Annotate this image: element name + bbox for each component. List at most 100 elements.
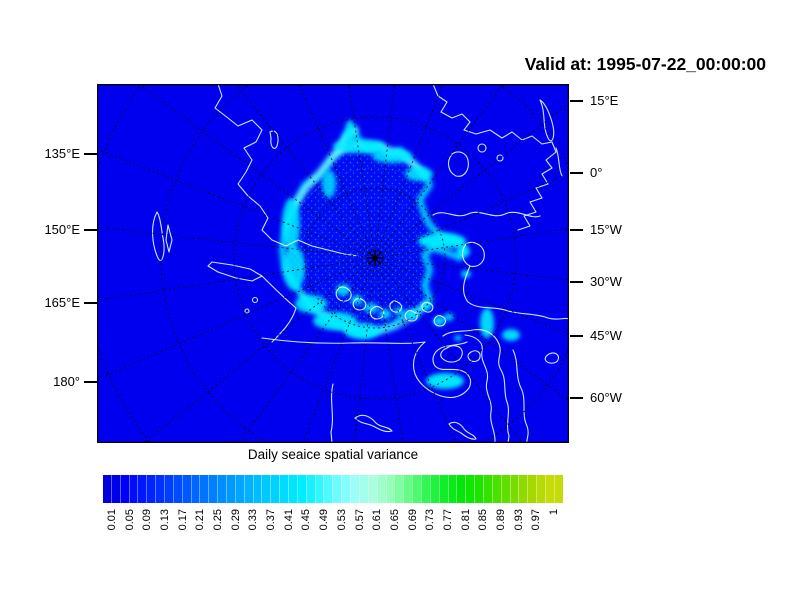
right-tick-60W [570,397,583,399]
colorbar-tick-label: 0.13 [158,509,171,531]
colorbar-tick-label: 0.97 [530,509,543,531]
right-axis-label-60W: 60°W [590,390,622,405]
colorbar-segment [208,475,218,503]
colorbar-segment [447,475,457,503]
colorbar-segment [456,475,466,503]
colorbar [103,475,563,503]
left-tick-180 [84,381,97,383]
colorbar-segment [420,475,430,503]
pole-marker [367,250,383,266]
colorbar-tick-label: 0.77 [442,509,454,531]
colorbar-segment [110,475,120,503]
right-axis-label-15W: 15°W [590,222,622,237]
colorbar-segment [270,475,280,503]
colorbar-segment [155,475,165,503]
colorbar-segment [412,475,421,503]
colorbar-segment [500,475,510,503]
right-tick-0 [570,172,583,174]
colorbar-segment [438,475,448,503]
colorbar-segment [509,475,519,503]
colorbar-segment [350,475,359,503]
right-tick-15E [570,100,583,102]
left-axis-label-180: 180° [53,374,80,389]
polar-map [97,84,569,443]
colorbar-segment [137,475,147,503]
colorbar-tick-label: 0.61 [371,509,384,531]
right-axis-label-15E: 15°E [590,93,619,108]
map-canvas [97,84,569,443]
colorbar-segment [323,475,333,503]
colorbar-tick-label: 0.33 [247,509,260,531]
colorbar-tick-label: 0.73 [424,509,437,531]
colorbar-segment [128,475,138,503]
colorbar-tick-label: 0.49 [318,509,331,531]
graticule [97,84,569,443]
colorbar-tick-label: 0.29 [229,509,242,531]
right-tick-45W [570,335,583,337]
colorbar-segment [376,475,386,503]
right-tick-30W [570,281,583,283]
colorbar-segment [217,475,227,503]
colorbar-segment [119,475,129,503]
colorbar-segment [172,475,182,503]
left-axis-label-135E: 135°E [44,146,80,161]
colorbar-tick-label: 0.37 [265,509,278,531]
right-axis-label-30W: 30°W [590,274,622,289]
colorbar-segment [279,475,289,503]
colorbar-segment [181,475,191,503]
colorbar-tick-label: 0.01 [105,509,118,531]
colorbar-segment [332,475,342,503]
colorbar-tick-label: 0.93 [512,509,525,531]
colorbar-tick-label: 0.53 [335,509,348,531]
colorbar-tick-label: 0.05 [123,509,136,531]
colorbar-segment [394,475,404,503]
map-frame [97,84,569,443]
colorbar-segment [146,475,156,503]
colorbar-segment [527,475,537,503]
colorbar-tick-label: 0.85 [477,509,490,531]
colorbar-segment [314,475,324,503]
colorbar-segment [385,475,395,503]
left-axis-label-150E: 150°E [44,222,80,237]
colorbar-segment [429,475,439,503]
colorbar-tick-label: 0.09 [141,509,154,531]
colorbar-tick-label: 1 [548,509,561,516]
ice-patches [282,120,520,389]
colorbar-segment [305,475,315,503]
colorbar-segment [234,475,244,503]
colorbar-segment [252,475,262,503]
colorbar-segment [482,475,492,503]
colorbar-segment [474,475,483,503]
left-axis-label-165E: 165°E [44,295,80,310]
colorbar-segment [465,475,475,503]
colorbar-tick-label: 0.41 [282,509,295,531]
colorbar-tick-label: 0.69 [406,509,419,531]
figure-title: Valid at: 1995-07-22_00:00:00 [524,54,766,74]
colorbar-segment [199,475,209,503]
colorbar-segment [226,475,235,503]
coastlines [152,84,569,443]
colorbar-tick-label: 0.45 [300,509,313,531]
colorbar-tick-label: 0.17 [176,509,189,531]
colorbar-segment [536,475,545,503]
colorbar-segment [553,475,563,503]
colorbar-segment [261,475,271,503]
right-axis-label-45W: 45°W [590,328,622,343]
colorbar-segment [491,475,501,503]
colorbar-segment [103,475,111,503]
colorbar-segment [190,475,200,503]
colorbar-segment [164,475,173,503]
colorbar-segment [367,475,377,503]
left-tick-165E [84,302,97,304]
right-tick-15W [570,229,583,231]
colorbar-caption: Daily seaice spatial variance [247,447,419,462]
colorbar-tick-label: 0.25 [212,509,224,531]
left-tick-150E [84,229,97,231]
colorbar-segment [544,475,554,503]
colorbar-segment [243,475,253,503]
colorbar-segment [288,475,297,503]
colorbar-tick-label: 0.81 [459,509,472,531]
colorbar-tick-label: 0.89 [495,509,508,531]
colorbar-segment [296,475,306,503]
colorbar-segment [341,475,351,503]
